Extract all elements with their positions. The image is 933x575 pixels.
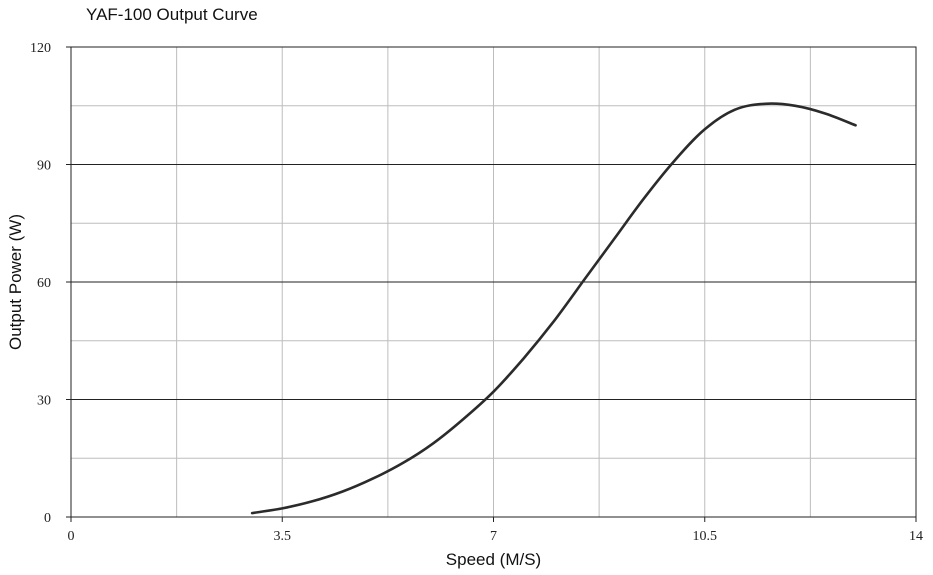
- y-tick-label: 120: [30, 41, 51, 56]
- x-tick-label: 3.5: [274, 529, 292, 544]
- y-tick-label: 30: [37, 394, 51, 409]
- chart-title: YAF-100 Output Curve: [86, 5, 258, 24]
- y-axis-title: Output Power (W): [6, 214, 25, 350]
- x-tick-label: 7: [490, 529, 497, 544]
- y-tick-label: 0: [44, 511, 51, 526]
- x-axis-title: Speed (M/S): [446, 550, 541, 569]
- y-tick-label: 60: [37, 276, 51, 291]
- x-tick-label: 10.5: [693, 529, 718, 544]
- grid-lines: [71, 47, 916, 517]
- series-line-output-power: [250, 102, 857, 515]
- y-tick-label: 90: [37, 159, 51, 174]
- axis-ticks: 0 3.5 7 10.5 14 0 30 60 90 120: [30, 41, 923, 544]
- x-tick-label: 0: [68, 529, 75, 544]
- x-tick-label: 14: [909, 529, 923, 544]
